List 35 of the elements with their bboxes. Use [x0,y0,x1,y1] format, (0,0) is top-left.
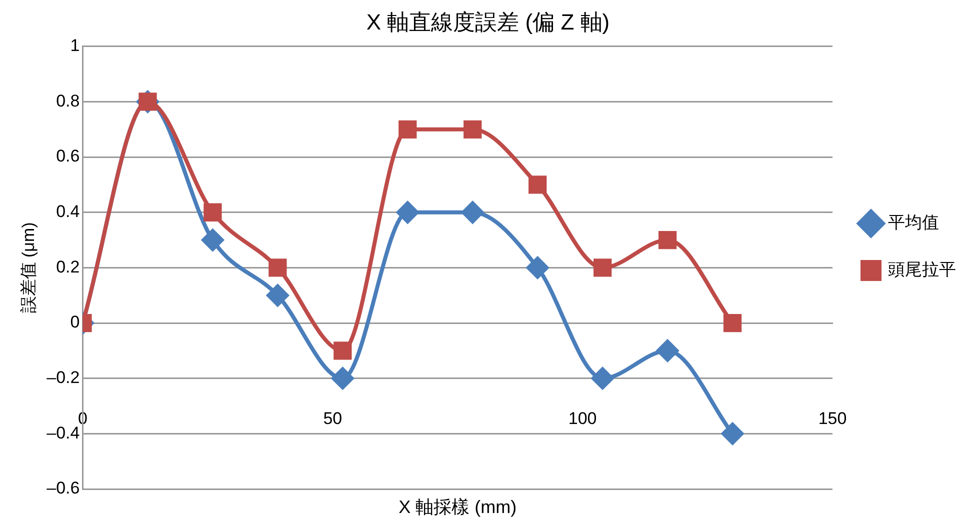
point [656,340,679,362]
point [723,314,742,332]
point [722,422,744,445]
point [464,120,482,138]
y-tick-label: –0.6 [46,478,80,498]
point [526,256,549,279]
y-tick-label: 0.2 [56,257,80,276]
point [204,203,222,222]
y-tick-label: 0.4 [56,202,80,222]
point [528,176,547,194]
point [202,229,224,252]
y-tick-label: –0.4 [46,423,80,442]
y-tick-label: 1 [70,36,80,56]
chart-title: X 軸直線度誤差 (偏 Z 軸) [366,9,610,34]
legend-label: 頭尾拉平 [888,260,956,280]
x-axis-title: X 軸採樣 (mm) [398,496,517,517]
x-tick-label: 100 [568,408,597,428]
point [266,284,289,306]
point [594,258,612,277]
y-tick-label: 0.6 [56,146,80,166]
y-tick-label: 0 [70,312,80,332]
point [396,201,419,224]
x-tick-label: 50 [323,408,342,428]
point [268,258,287,277]
legend-label: 平均值 [888,213,939,232]
point [398,120,417,138]
y-tick-label: 0.8 [56,91,80,110]
y-axis-title: 誤差值 (μm) [19,222,38,314]
point [658,230,677,250]
point [334,342,352,360]
y-tick-label: –0.2 [46,368,80,388]
x-tick-label: 150 [818,408,847,428]
point [462,201,484,224]
point [592,367,614,390]
point [332,367,354,390]
